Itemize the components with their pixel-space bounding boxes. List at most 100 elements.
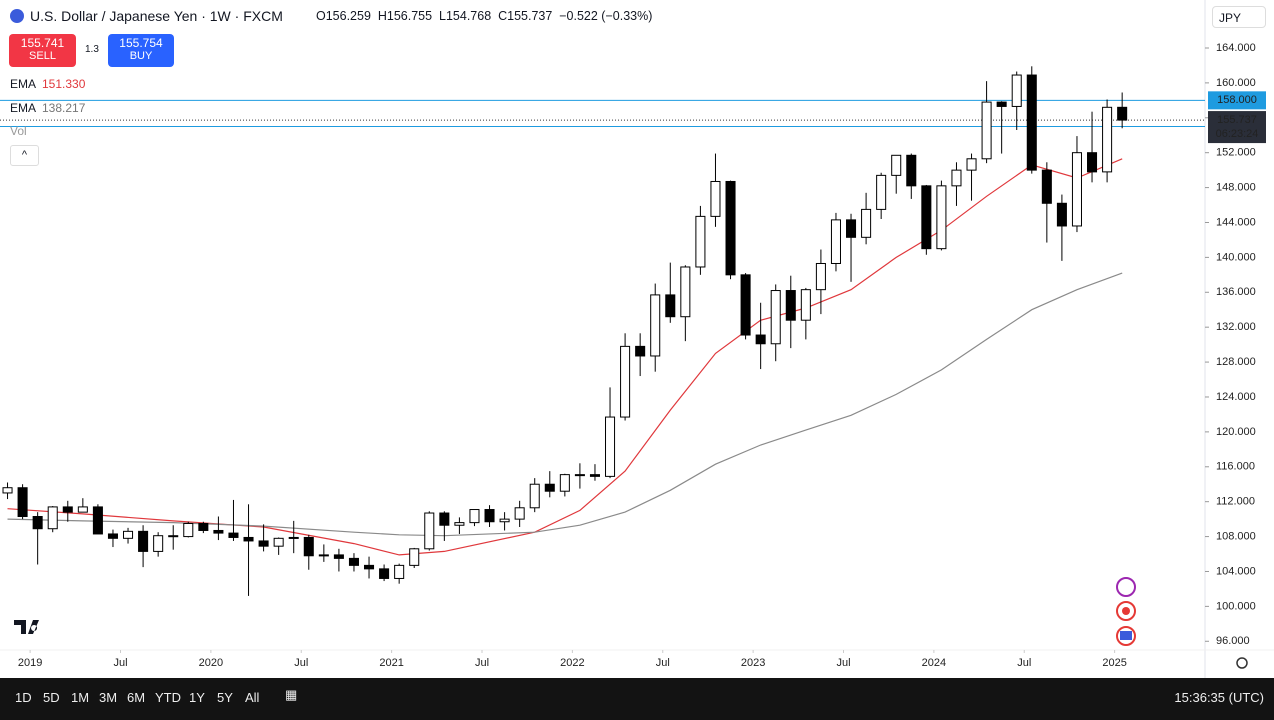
y-tick-label: 100.000 — [1216, 600, 1256, 612]
sell-button[interactable]: 155.741 SELL — [9, 34, 76, 67]
candle-body — [574, 474, 585, 477]
last-price-bg — [1208, 111, 1266, 144]
range-button[interactable]: 6M — [127, 690, 146, 705]
candle-body — [484, 509, 495, 523]
candle-body — [1056, 202, 1067, 227]
range-button[interactable]: 5D — [43, 690, 60, 705]
chart: 96.000 100.000 104.000 108.000 112.000 116.00… — [0, 0, 1274, 678]
collapse-button[interactable]: ^ — [10, 145, 39, 166]
y-tick-label: 164.000 — [1216, 42, 1256, 54]
x-tick-label: 2020 — [199, 657, 223, 669]
candle-body — [1041, 169, 1052, 204]
candle-body — [1026, 74, 1037, 171]
x-tick-label: 2025 — [1102, 657, 1126, 669]
currency-select[interactable]: JPY — [1212, 6, 1266, 28]
candle-body — [830, 219, 841, 264]
y-tick-label: 132.000 — [1216, 321, 1256, 333]
symbol-icon — [10, 9, 24, 24]
ema2-label: EMA — [10, 101, 37, 115]
candle-body — [348, 557, 359, 566]
settings-icon[interactable] — [1236, 657, 1248, 669]
y-tick-label: 108.000 — [1216, 530, 1256, 542]
range-button[interactable]: 3M — [99, 690, 118, 705]
candle-body — [32, 516, 43, 530]
range-button[interactable]: 1Y — [189, 690, 205, 705]
candle-body — [183, 522, 194, 538]
y-tick-label: 160.000 — [1216, 77, 1256, 89]
ohlc: O156.259 H156.755 L154.768 C155.737 −0.5… — [316, 9, 653, 23]
y-tick-label: 104.000 — [1216, 565, 1256, 577]
x-tick-label: Jul — [656, 657, 670, 669]
x-tick-label: Jul — [113, 657, 127, 669]
candle-body — [394, 564, 405, 579]
ema1-value: 151.330 — [42, 77, 86, 91]
y-tick-label: 120.000 — [1216, 426, 1256, 438]
candle-body — [785, 290, 796, 321]
range-button[interactable]: All — [245, 690, 260, 705]
candle-body — [439, 512, 450, 526]
candle-body — [921, 185, 932, 250]
y-tick-label: 96.000 — [1216, 635, 1250, 647]
candle-body — [213, 529, 224, 534]
candle-body — [499, 518, 510, 523]
range-button[interactable]: 1M — [71, 690, 90, 705]
y-tick-label: 144.000 — [1216, 216, 1256, 228]
countdown: 06:23:24 — [1216, 128, 1259, 140]
candle-body — [755, 334, 766, 345]
x-tick-label: Jul — [1017, 657, 1031, 669]
candle-body — [544, 483, 555, 492]
buy-button[interactable]: 155.754 BUY — [108, 34, 174, 67]
spread: 1.3 — [85, 44, 99, 55]
y-tick-label: 116.000 — [1216, 461, 1255, 473]
date-range-icon[interactable]: ▦ — [285, 687, 298, 702]
candle-body — [2, 487, 13, 494]
candle-body — [620, 345, 631, 418]
candle-body — [710, 180, 721, 217]
y-tick-label: 128.000 — [1216, 356, 1256, 368]
candle-body — [364, 564, 375, 570]
candle-body — [650, 294, 661, 357]
candle-body — [680, 266, 691, 318]
ema1-label: EMA — [10, 77, 37, 91]
range-button[interactable]: 1D — [15, 690, 32, 705]
x-tick-label: Jul — [294, 657, 308, 669]
candle-body — [258, 540, 269, 547]
candle-body — [424, 512, 435, 550]
candle-body — [815, 262, 826, 291]
last-price-label: 155.737 — [1217, 114, 1257, 126]
candle-body — [740, 274, 751, 336]
y-tick-label: 140.000 — [1216, 251, 1256, 263]
candle-body — [77, 506, 88, 513]
candle-body — [318, 554, 329, 557]
candle-body — [981, 101, 992, 160]
x-tick-label: 2023 — [741, 657, 765, 669]
y-tick-label: 124.000 — [1216, 391, 1256, 403]
y-tick-label: 148.000 — [1216, 181, 1256, 193]
candle-body — [409, 548, 420, 566]
candle-body — [454, 522, 465, 526]
candle-body — [996, 101, 1007, 107]
x-tick-label: Jul — [836, 657, 850, 669]
candle-body — [379, 568, 390, 579]
candle-body — [243, 536, 254, 542]
candle-body — [1117, 106, 1128, 121]
candle-body — [800, 289, 811, 321]
x-tick-label: 2021 — [379, 657, 403, 669]
candle-body — [846, 219, 857, 238]
x-tick-label: 2024 — [922, 657, 946, 669]
candle-body — [529, 483, 540, 509]
candle-body — [153, 535, 164, 552]
candle-body — [228, 532, 239, 538]
range-button[interactable]: 5Y — [217, 690, 233, 705]
candle-body — [891, 154, 902, 176]
candle-body — [47, 506, 58, 530]
buy-label: BUY — [129, 50, 153, 62]
candle-body — [168, 535, 179, 538]
buy-price: 155.754 — [119, 36, 163, 50]
candle-body — [107, 533, 118, 539]
candle-body — [589, 474, 600, 477]
range-button[interactable]: YTD — [155, 690, 181, 705]
candle-body — [1011, 74, 1022, 107]
candle-body — [559, 474, 570, 492]
